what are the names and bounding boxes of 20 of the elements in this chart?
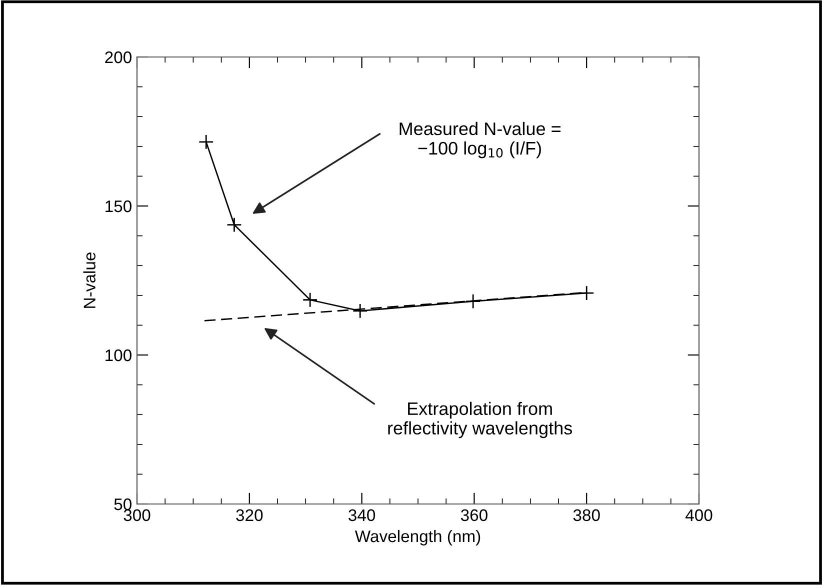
x-axis-title: Wavelength (nm) (354, 530, 480, 546)
x-tick-label: 380 (573, 509, 600, 522)
point (198, 134, 214, 150)
x-tick-label: 320 (236, 509, 263, 522)
point (465, 294, 481, 309)
point (352, 303, 368, 319)
y-axis-title: N-value (83, 252, 96, 308)
point (226, 217, 242, 232)
x-tick-label: 360 (460, 509, 488, 522)
annotation: Measured N-value = −100 log$_{10}$ (I/F) (400, 122, 560, 158)
annotation: Extrapolation from reflectivity wavelengths (388, 402, 572, 438)
y-tick-label: 100 (106, 349, 132, 362)
point (302, 292, 318, 308)
point (578, 285, 594, 301)
x-tick-label: 340 (348, 509, 376, 522)
x-tick-label: 400 (685, 509, 712, 522)
y-tick-label: 200 (105, 51, 132, 64)
y-tick-label: 50 (114, 498, 132, 510)
y-tick-label: 150 (106, 200, 132, 212)
x-tick-label: 300 (124, 509, 150, 522)
